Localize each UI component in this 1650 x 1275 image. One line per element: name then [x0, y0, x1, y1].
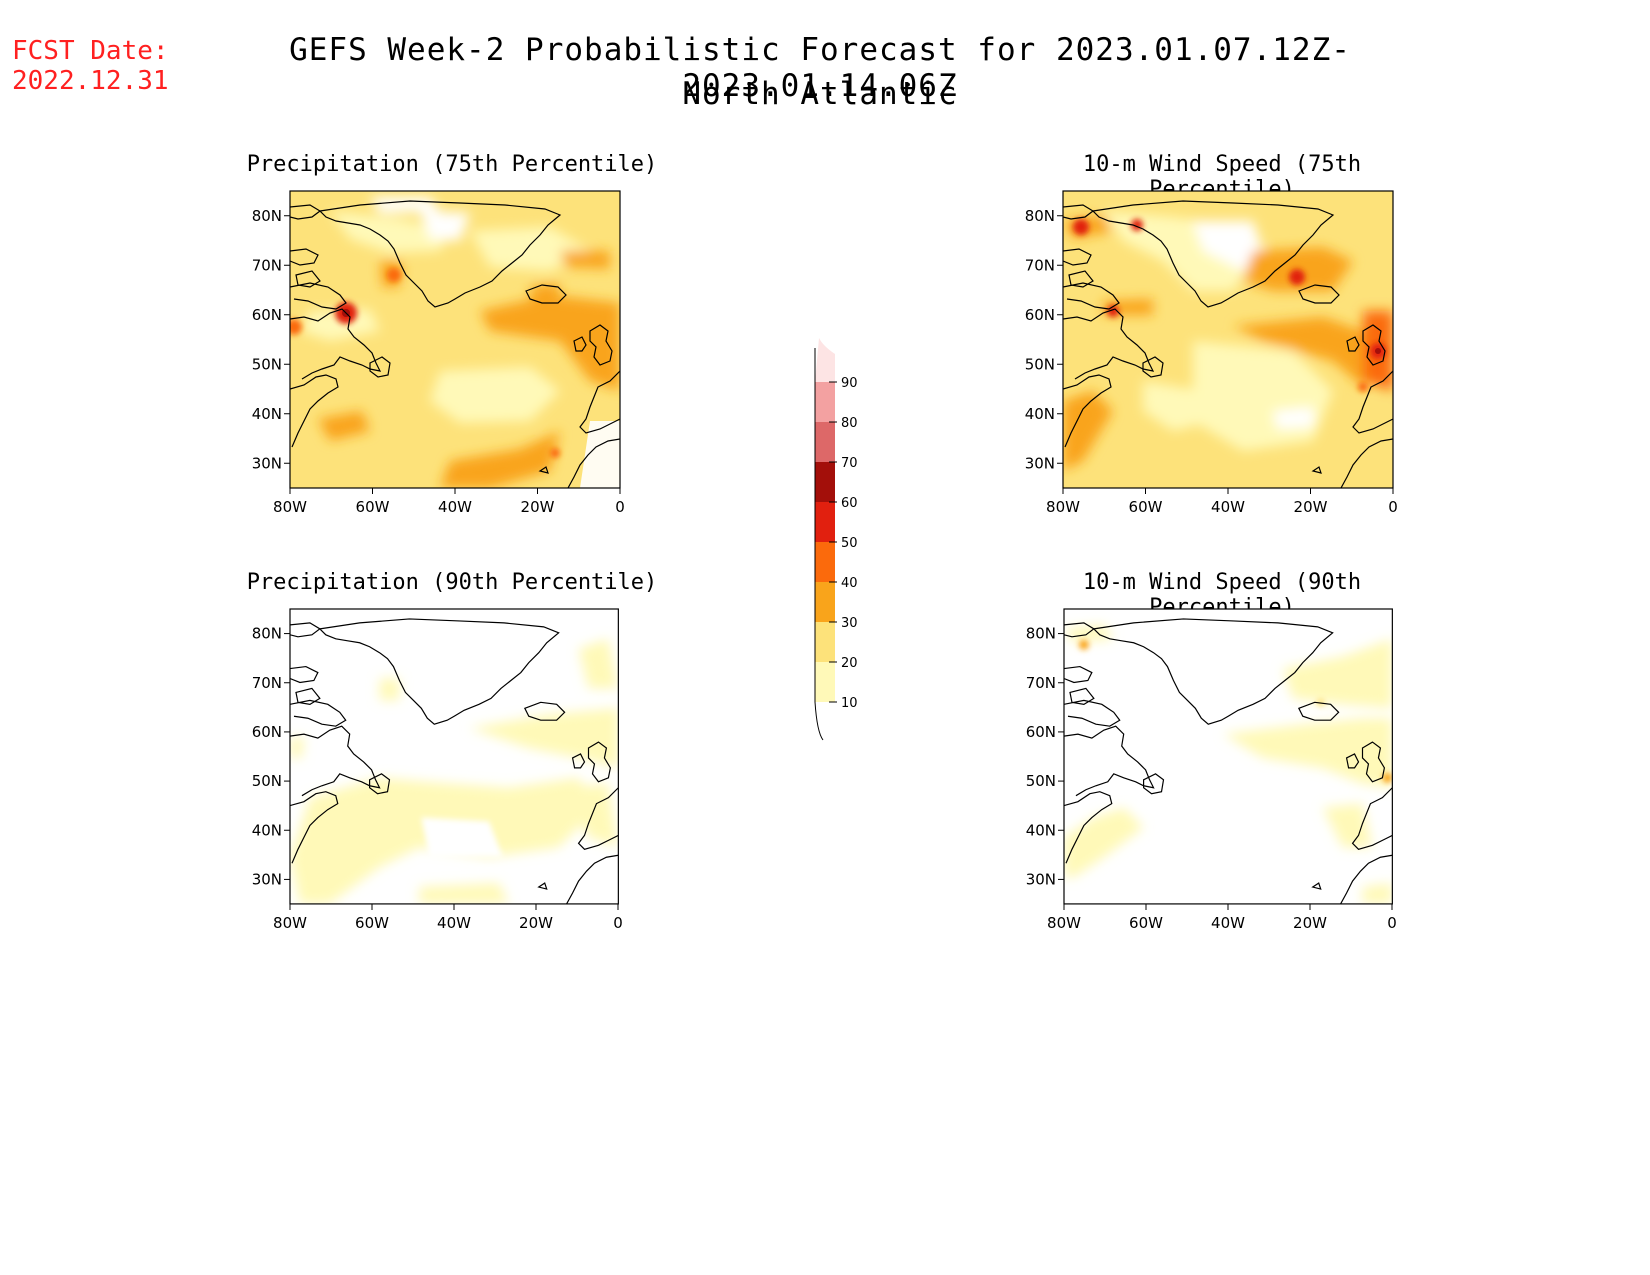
colorbar-label: 40 — [841, 576, 858, 591]
lon-tick-label: 20W — [521, 498, 555, 516]
lat-tick-label: 50N — [252, 772, 282, 790]
colorbar-swatch — [815, 582, 835, 622]
colorbar: 10 20 30 40 50 60 70 80 90 — [814, 338, 858, 741]
lon-tick-label: 20W — [1293, 914, 1327, 932]
colorbar-swatch — [815, 542, 835, 582]
colorbar-label: 50 — [841, 536, 858, 551]
lat-tick-label: 60N — [252, 723, 282, 741]
colorbar-swatch — [815, 622, 835, 662]
lat-tick-label: 50N — [252, 355, 282, 373]
lat-tick-label: 30N — [252, 454, 282, 472]
colorbar-swatch — [815, 422, 835, 462]
lat-tick-label: 30N — [252, 870, 282, 888]
lat-tick-label: 40N — [252, 405, 282, 423]
lat-tick-label: 80N — [1026, 625, 1056, 643]
lon-tick-label: 40W — [1211, 498, 1245, 516]
axes-panel-2: 80N 70N 60N 50N 40N 30N 80W 60W 40W 20W 0 — [252, 625, 623, 932]
map-panel-wind-75 — [1062, 190, 1394, 489]
lat-tick-label: 70N — [1026, 674, 1056, 692]
colorbar-label: 20 — [841, 656, 858, 671]
lon-tick-label: 40W — [1211, 914, 1245, 932]
lon-tick-label: 0 — [1387, 914, 1397, 932]
lon-tick-label: 0 — [1388, 498, 1398, 516]
axes-panel-3: 80N 70N 60N 50N 40N 30N 80W 60W 40W 20W 0 — [1026, 625, 1397, 932]
colorbar-swatch — [815, 502, 835, 542]
lat-tick-label: 40N — [1026, 821, 1056, 839]
colorbar-label: 30 — [841, 616, 858, 631]
lon-tick-label: 0 — [613, 914, 623, 932]
lon-tick-label: 40W — [438, 498, 472, 516]
lat-tick-label: 40N — [252, 821, 282, 839]
panel-title-precip-90: Precipitation (90th Percentile) — [246, 570, 658, 595]
panel-title-precip-75: Precipitation (75th Percentile) — [246, 152, 658, 177]
map-frame — [1063, 608, 1393, 905]
figure-title: GEFS Week-2 Probabilistic Forecast for 2… — [289, 32, 1351, 104]
forecast-date-label: FCST Date: 2022.12.31 — [12, 36, 169, 96]
lat-tick-label: 40N — [1025, 405, 1055, 423]
lon-tick-label: 60W — [1129, 914, 1163, 932]
forecast-date-caption: FCST Date: — [12, 36, 169, 66]
lon-tick-label: 80W — [1046, 498, 1080, 516]
lat-tick-label: 70N — [252, 256, 282, 274]
lat-tick-label: 60N — [252, 306, 282, 324]
probability-field-precip-90 — [290, 609, 618, 904]
map-panel-precip-75 — [286, 190, 621, 489]
map-frame — [289, 608, 619, 905]
colorbar-swatch — [815, 382, 835, 422]
lon-tick-label: 80W — [1047, 914, 1081, 932]
colorbar-label: 70 — [841, 456, 858, 471]
colorbar-swatch — [815, 662, 835, 702]
forecast-date-value: 2022.12.31 — [12, 66, 169, 96]
lat-tick-label: 50N — [1026, 772, 1056, 790]
lon-tick-label: 20W — [519, 914, 553, 932]
axes-panel-0: 80N 70N 60N 50N 40N 30N 80W 60W 40W 20W 0 — [252, 207, 625, 516]
lat-tick-label: 30N — [1025, 454, 1055, 472]
colorbar-label: 80 — [841, 416, 858, 431]
lon-tick-label: 40W — [437, 914, 471, 932]
lon-tick-label: 80W — [273, 914, 307, 932]
colorbar-bottom-end — [814, 701, 824, 741]
lon-tick-label: 60W — [356, 498, 390, 516]
lon-tick-label: 0 — [615, 498, 625, 516]
colorbar-label: 90 — [841, 376, 858, 391]
map-panel-wind-90 — [1063, 608, 1393, 905]
probability-field-wind-75 — [1063, 191, 1393, 488]
lat-tick-label: 70N — [252, 674, 282, 692]
lat-tick-label: 80N — [252, 625, 282, 643]
lon-tick-label: 80W — [273, 498, 307, 516]
lon-tick-label: 20W — [1294, 498, 1328, 516]
panel-title-wind-90: 10-m Wind Speed (90th Percentile) — [1082, 570, 1362, 620]
lat-tick-label: 60N — [1026, 723, 1056, 741]
lat-tick-label: 60N — [1025, 306, 1055, 324]
colorbar-label: 10 — [841, 696, 858, 711]
probability-field-precip-75 — [286, 191, 620, 488]
figure-subtitle: North Atlantic — [682, 76, 958, 112]
probability-field-wind-90 — [1064, 609, 1392, 904]
lon-tick-label: 60W — [355, 914, 389, 932]
colorbar-label: 60 — [841, 496, 858, 511]
lat-tick-label: 80N — [252, 207, 282, 225]
lat-tick-label: 70N — [1025, 256, 1055, 274]
colorbar-swatch — [815, 462, 835, 502]
lat-tick-label: 80N — [1025, 207, 1055, 225]
lon-tick-label: 60W — [1129, 498, 1163, 516]
map-panel-precip-90 — [289, 608, 619, 905]
lat-tick-label: 30N — [1026, 870, 1056, 888]
colorbar-swatch — [815, 338, 835, 382]
axes-panel-1: 80N 70N 60N 50N 40N 30N 80W 60W 40W 20W 0 — [1025, 207, 1398, 516]
lat-tick-label: 50N — [1025, 355, 1055, 373]
